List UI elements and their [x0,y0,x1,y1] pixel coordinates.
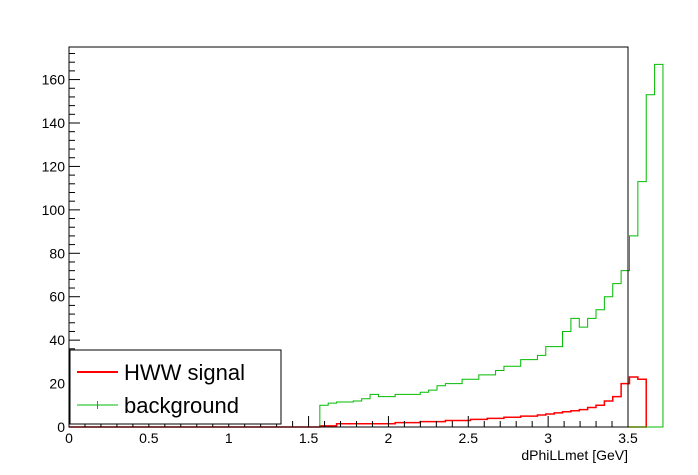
y-tick-label: 60 [49,289,65,305]
x-tick-label: 1 [225,430,233,446]
legend: HWW signal background [69,349,282,425]
x-tick-label: 2 [385,430,393,446]
y-tick-label: 160 [42,72,66,88]
legend-box [69,349,282,425]
x-tick-label: 2.5 [459,430,479,446]
y-tick-label: 0 [57,419,65,435]
x-axis-label: dPhiLLmet [GeV] [521,447,628,463]
y-tick-label: 20 [49,376,65,392]
x-tick-label: 0 [65,430,73,446]
histogram-series-layer [69,63,664,428]
histogram-background-line [69,63,664,428]
axes-layer: 0 0.5 1 1.5 2 2.5 3 3.5 0 20 40 60 80 100 120 140 160 [42,53,638,446]
x-tick-label: 1.5 [299,430,319,446]
histogram-signal-line [69,376,647,428]
y-tick-label: 100 [42,202,66,218]
y-tick-label: 120 [42,158,66,174]
legend-label-signal: HWW signal [124,360,245,385]
x-tick-label: 0.5 [139,430,159,446]
x-tick-label: 3 [544,430,552,446]
y-tick-label: 80 [49,245,65,261]
y-tick-label: 40 [49,332,65,348]
plot-frame [68,46,629,428]
y-tick-label: 140 [42,115,66,131]
x-tick-label: 3.5 [618,430,638,446]
legend-label-background: background [124,393,239,418]
